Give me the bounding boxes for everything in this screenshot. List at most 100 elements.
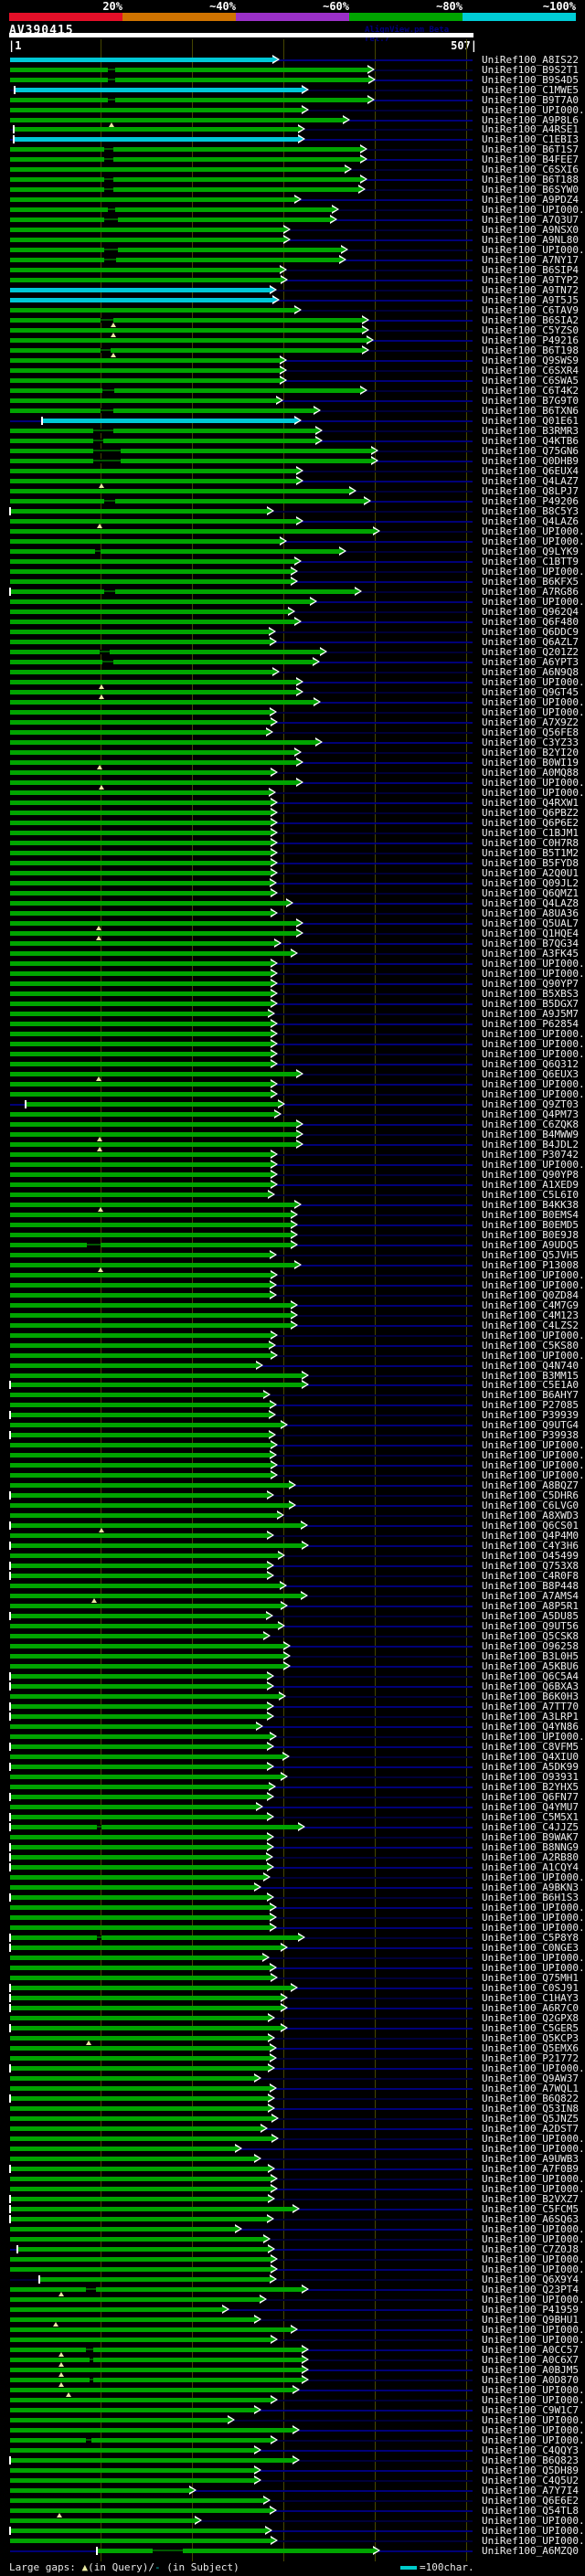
subject-label[interactable]: UniRef100_C4Q5U2: [482, 2474, 579, 2486]
alignment-bar[interactable]: [10, 1031, 271, 1036]
alignment-bar[interactable]: [10, 1131, 296, 1137]
alignment-bar[interactable]: [10, 1734, 270, 1740]
alignment-bar[interactable]: [10, 217, 330, 223]
alignment-bar[interactable]: [10, 900, 286, 906]
alignment-bar[interactable]: [10, 1111, 274, 1117]
subject-label[interactable]: UniRef100_A0D870: [482, 2373, 579, 2386]
alignment-bar[interactable]: [10, 2125, 261, 2131]
alignment-bar[interactable]: [10, 1393, 263, 1398]
subject-label[interactable]: UniRef100_Q9LYK9: [482, 546, 579, 558]
alignment-bar[interactable]: [10, 459, 371, 464]
subject-label[interactable]: UniRef100_B6SIP4: [482, 264, 579, 277]
subject-label[interactable]: UniRef100_A7F0B9: [482, 2162, 579, 2175]
subject-label[interactable]: UniRef100_A7Y7I4: [482, 2484, 579, 2496]
subject-label[interactable]: UniRef100_P27085: [482, 1399, 579, 1412]
subject-label[interactable]: UniRef100_UPI000..: [482, 1037, 585, 1050]
alignment-bar[interactable]: [10, 1051, 271, 1056]
alignment-bar[interactable]: [10, 388, 360, 394]
alignment-bar[interactable]: [10, 2226, 235, 2231]
subject-label[interactable]: UniRef100_A9UDQ5: [482, 1238, 579, 1251]
subject-label[interactable]: UniRef100_B6Q822: [482, 2092, 579, 2104]
subject-label[interactable]: UniRef100_A9TN72: [482, 284, 579, 297]
subject-label[interactable]: UniRef100_B7G9T0: [482, 395, 579, 408]
subject-label[interactable]: UniRef100_Q9GT45: [482, 686, 579, 698]
alignment-bar[interactable]: [10, 439, 315, 444]
alignment-bar[interactable]: [11, 2166, 268, 2171]
subject-label[interactable]: UniRef100_A6SQ63: [482, 2212, 579, 2225]
alignment-bar[interactable]: [10, 1584, 280, 1589]
alignment-bar[interactable]: [16, 87, 302, 92]
alignment-bar[interactable]: [10, 2176, 271, 2181]
subject-label[interactable]: UniRef100_B9WAK7: [482, 1831, 579, 1844]
subject-label[interactable]: UniRef100_C1EBI3: [482, 133, 579, 146]
subject-label[interactable]: UniRef100_UPI000..: [482, 1268, 585, 1281]
subject-label[interactable]: UniRef100_P62854: [482, 1017, 579, 1030]
alignment-bar[interactable]: [10, 278, 281, 283]
alignment-bar[interactable]: [11, 1795, 267, 1800]
alignment-bar[interactable]: [10, 1252, 270, 1257]
subject-label[interactable]: UniRef100_C7Z0J8: [482, 2242, 579, 2255]
alignment-bar[interactable]: [10, 2437, 271, 2443]
alignment-bar[interactable]: [27, 1101, 278, 1107]
alignment-bar[interactable]: [10, 1724, 256, 1730]
alignment-bar[interactable]: [10, 2075, 254, 2081]
alignment-bar[interactable]: [10, 1805, 256, 1810]
alignment-bar[interactable]: [10, 920, 296, 926]
alignment-bar[interactable]: [10, 469, 296, 474]
alignment-bar[interactable]: [10, 177, 360, 183]
alignment-bar[interactable]: [11, 1825, 298, 1830]
alignment-bar[interactable]: [10, 1061, 271, 1066]
alignment-bar[interactable]: [10, 1302, 291, 1308]
subject-label[interactable]: UniRef100_B6T1S7: [482, 143, 579, 156]
subject-label[interactable]: UniRef100_A9P8L6: [482, 113, 579, 126]
alignment-bar[interactable]: [10, 1021, 271, 1026]
subject-label[interactable]: UniRef100_C5L6I0: [482, 1188, 579, 1201]
alignment-bar[interactable]: [10, 840, 271, 845]
subject-label[interactable]: UniRef100_A2Q0U1: [482, 866, 579, 879]
alignment-bar[interactable]: [11, 1945, 281, 1950]
subject-label[interactable]: UniRef100_A8IS22: [482, 53, 579, 66]
subject-label[interactable]: UniRef100_A0BJM5: [482, 2363, 579, 2376]
subject-label[interactable]: UniRef100_UPI000..: [482, 2263, 585, 2275]
subject-label[interactable]: UniRef100_A3LRP1: [482, 1711, 579, 1723]
alignment-bar[interactable]: [10, 549, 339, 555]
alignment-bar[interactable]: [11, 1684, 267, 1690]
subject-label[interactable]: UniRef100_UPI000..: [482, 1329, 585, 1341]
subject-label[interactable]: UniRef100_Q53IN8: [482, 2102, 579, 2115]
alignment-bar[interactable]: [10, 960, 271, 966]
alignment-bar[interactable]: [11, 1383, 302, 1388]
subject-label[interactable]: UniRef100_A7X9Z2: [482, 716, 579, 728]
subject-label[interactable]: UniRef100_P39939: [482, 1409, 579, 1422]
alignment-bar[interactable]: [11, 1543, 302, 1549]
alignment-bar[interactable]: [11, 2528, 265, 2533]
alignment-bar[interactable]: [10, 810, 271, 815]
subject-label[interactable]: UniRef100_Q1HQE4: [482, 927, 579, 939]
alignment-bar[interactable]: [10, 820, 271, 825]
subject-label[interactable]: UniRef100_A7WQL1: [482, 2082, 579, 2094]
alignment-bar[interactable]: [10, 660, 313, 664]
subject-label[interactable]: UniRef100_Q75MH1: [482, 1972, 579, 1984]
subject-label[interactable]: UniRef100_Q6AZL7: [482, 636, 579, 648]
alignment-bar[interactable]: [10, 318, 362, 323]
subject-label[interactable]: UniRef100_C6ZQK8: [482, 1118, 579, 1130]
alignment-bar[interactable]: [10, 800, 271, 805]
alignment-bar[interactable]: [11, 1744, 267, 1750]
subject-label[interactable]: UniRef100_UPI000..: [482, 1087, 585, 1100]
subject-label[interactable]: UniRef100_Q0ZD84: [482, 1288, 579, 1301]
subject-label[interactable]: UniRef100_UPI000..: [482, 2172, 585, 2185]
alignment-bar[interactable]: [10, 630, 269, 634]
subject-label[interactable]: UniRef100_B6SYW0: [482, 184, 579, 196]
alignment-bar[interactable]: [10, 1513, 277, 1519]
alignment-bar[interactable]: [10, 57, 272, 62]
alignment-bar[interactable]: [10, 97, 367, 102]
alignment-bar[interactable]: [10, 2407, 254, 2412]
alignment-bar[interactable]: [10, 157, 360, 163]
alignment-bar[interactable]: [10, 2266, 271, 2272]
subject-label[interactable]: UniRef100_B5T1M2: [482, 846, 579, 859]
subject-label[interactable]: UniRef100_UPI000..: [482, 2222, 585, 2235]
alignment-bar[interactable]: [10, 1463, 271, 1468]
alignment-bar[interactable]: [11, 2025, 281, 2030]
subject-label[interactable]: UniRef100_B4KK38: [482, 1198, 579, 1211]
alignment-bar[interactable]: [11, 1523, 301, 1529]
subject-label[interactable]: UniRef100_C5KS80: [482, 1339, 579, 1352]
